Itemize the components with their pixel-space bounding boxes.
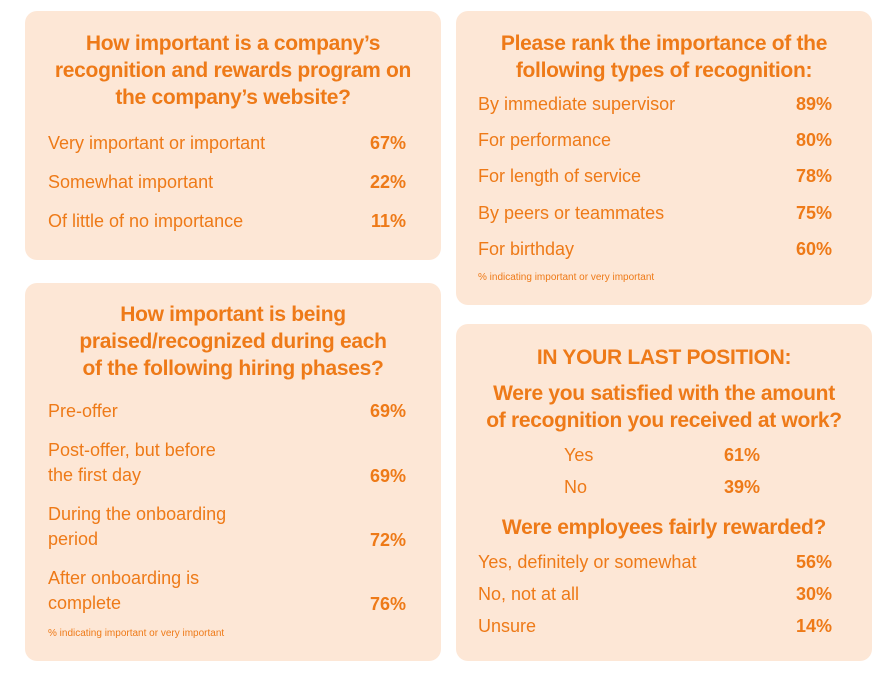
- title-line: Were you satisfied with the amount: [493, 382, 835, 405]
- title-line: of recognition you received at work?: [486, 409, 842, 432]
- list-item: Somewhat important 22%: [25, 169, 441, 195]
- row-label: Somewhat important: [48, 172, 214, 192]
- row-label: Unsure: [478, 616, 537, 636]
- row-value: 56%: [795, 552, 832, 572]
- row-value: 89%: [795, 94, 832, 114]
- row-label: For performance: [478, 130, 612, 150]
- list-item: Very important or important 67%: [25, 130, 441, 156]
- list-item: Of little of no importance 11%: [25, 208, 441, 234]
- row-label: For birthday: [478, 239, 575, 259]
- label-line: During the onboarding: [48, 504, 227, 524]
- card-title: How important is being praised/recognize…: [25, 301, 441, 382]
- list-item: For performance 80%: [456, 127, 872, 153]
- row-value: 69%: [369, 401, 406, 421]
- footnote: % indicating important or very important: [48, 628, 225, 639]
- row-label: After onboarding is complete: [48, 566, 199, 616]
- row-value: 72%: [369, 530, 406, 550]
- list-item: Yes, definitely or somewhat 56%: [456, 549, 872, 575]
- label-line: After onboarding is: [48, 568, 200, 588]
- row-value: 78%: [795, 166, 832, 186]
- title-line: of the following hiring phases?: [82, 357, 384, 380]
- row-value: 30%: [795, 584, 832, 604]
- list-item: No, not at all 30%: [456, 581, 872, 607]
- list-item: For length of service 78%: [456, 163, 872, 189]
- row-value: 39%: [723, 477, 760, 497]
- list-item: By peers or teammates 75%: [456, 200, 872, 226]
- row-label: No, not at all: [478, 584, 580, 604]
- row-value: 61%: [723, 445, 760, 465]
- row-value: 14%: [795, 616, 832, 636]
- label-line: the first day: [48, 465, 142, 485]
- row-value: 11%: [370, 211, 406, 231]
- list-item: Post-offer, but before the first day 69%: [25, 438, 441, 490]
- title-line: praised/recognized during each: [79, 330, 387, 353]
- list-item: Yes 61%: [456, 442, 872, 468]
- footnote: % indicating important or very important: [478, 272, 655, 283]
- list-item: Pre-offer 69%: [25, 398, 441, 424]
- label-line: complete: [48, 593, 122, 613]
- row-label: Yes: [564, 445, 594, 465]
- card-title: How important is a company’s recognition…: [25, 30, 441, 111]
- row-value: 60%: [795, 239, 832, 259]
- title-line: How important is being: [120, 303, 346, 326]
- title-line: Please rank the importance of the: [500, 32, 828, 55]
- row-label: Very important or important: [48, 133, 266, 153]
- row-label: By peers or teammates: [478, 203, 665, 223]
- title-line: recognition and rewards program on: [54, 59, 412, 82]
- title-line: following types of recognition:: [515, 59, 813, 82]
- hiring-phases-card: How important is being praised/recognize…: [25, 283, 441, 661]
- row-label: During the onboarding period: [48, 502, 226, 552]
- list-item: After onboarding is complete 76%: [25, 566, 441, 618]
- list-item: Unsure 14%: [456, 613, 872, 639]
- row-value: 80%: [795, 130, 832, 150]
- label-line: Post-offer, but before: [48, 440, 216, 460]
- row-label: For length of service: [478, 166, 642, 186]
- row-value: 69%: [369, 466, 406, 486]
- last-position-card: IN YOUR LAST POSITION: Were you satisfie…: [456, 324, 872, 661]
- label-line: period: [48, 529, 99, 549]
- list-item: During the onboarding period 72%: [25, 502, 441, 554]
- question-fairly-rewarded: Were employees fairly rewarded?: [501, 516, 827, 539]
- card-title: Please rank the importance of the follow…: [456, 30, 872, 84]
- list-item: No 39%: [456, 474, 872, 500]
- company-website-recognition-card: How important is a company’s recognition…: [25, 11, 441, 260]
- recognition-types-card: Please rank the importance of the follow…: [456, 11, 872, 305]
- question-satisfied: Were you satisfied with the amount of re…: [456, 380, 872, 434]
- row-label: By immediate supervisor: [478, 94, 676, 114]
- row-value: 76%: [369, 594, 406, 614]
- row-value: 67%: [369, 133, 406, 153]
- row-label: No: [564, 477, 588, 497]
- list-item: For birthday 60%: [456, 236, 872, 262]
- title-line: How important is a company’s: [85, 32, 381, 55]
- row-label: Post-offer, but before the first day: [48, 438, 216, 488]
- row-label: Yes, definitely or somewhat: [478, 552, 697, 572]
- section-heading: IN YOUR LAST POSITION:: [536, 346, 792, 369]
- row-label: Of little of no importance: [48, 211, 244, 231]
- row-label: Pre-offer: [48, 401, 118, 421]
- row-value: 75%: [795, 203, 832, 223]
- row-value: 22%: [369, 172, 406, 192]
- list-item: By immediate supervisor 89%: [456, 91, 872, 117]
- title-line: the company’s website?: [115, 86, 351, 109]
